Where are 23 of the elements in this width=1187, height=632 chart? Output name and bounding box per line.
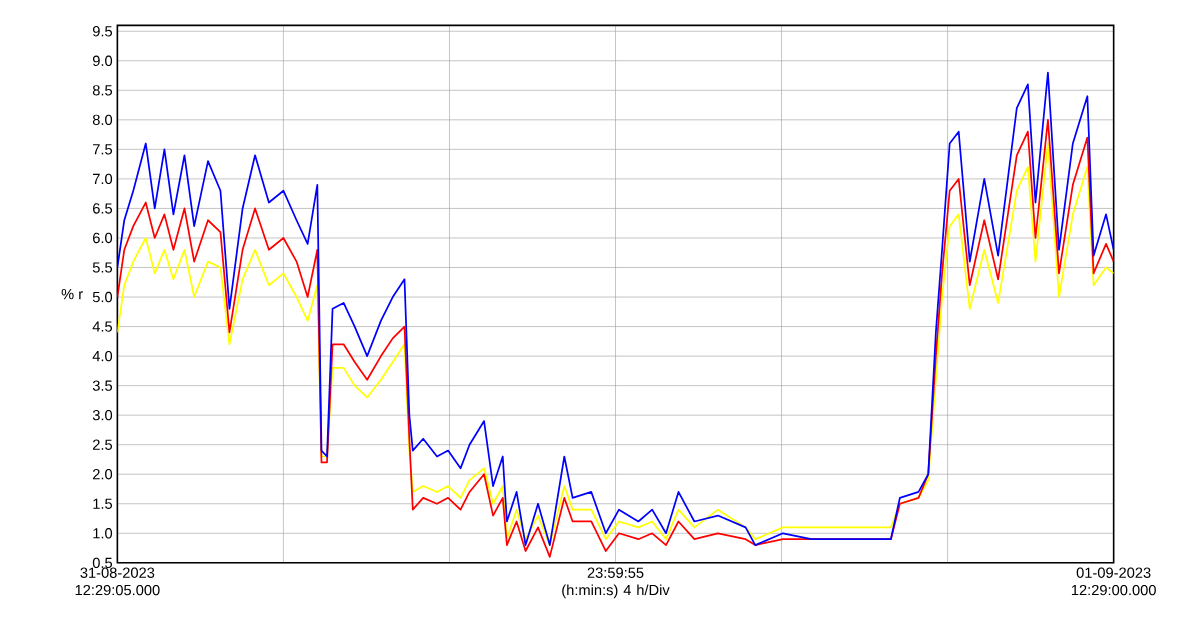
y-tick-label: 4.5: [92, 321, 113, 332]
y-tick-label: 5.5: [92, 262, 113, 273]
y-tick-label: 4.0: [92, 350, 113, 362]
y-tick-label: 6.5: [93, 203, 113, 214]
y-tick-label: 7.0: [93, 173, 113, 185]
y-tick-label: 6.0: [93, 232, 113, 244]
y-tick-label: 8.5: [92, 85, 113, 96]
y-tick-label: 5.0: [92, 291, 113, 303]
y-tick-label: 0.5: [92, 557, 113, 568]
y-tick-label: 1.5: [93, 498, 113, 509]
x-tick-label: 31-08-2023 12:29:05.000: [75, 567, 160, 596]
y-axis-title: % r: [61, 288, 83, 300]
y-tick-label: 3.0: [92, 409, 113, 421]
y-tick-label: 1.0: [93, 528, 113, 539]
x-tick-label: 01-09-2023 12:29:00.000: [1071, 567, 1156, 596]
x-tick-label: 23:59:55 (h:min:s) 4 h/Div: [562, 567, 670, 599]
y-tick-label: 7.5: [93, 144, 113, 155]
y-tick-label: 9.0: [92, 55, 113, 66]
y-tick-label: 2.0: [93, 468, 113, 480]
y-tick-label: 2.5: [93, 439, 113, 450]
y-tick-label: 3.5: [92, 380, 113, 391]
y-tick-label: 9.5: [92, 25, 113, 37]
y-tick-label: 8.0: [92, 114, 113, 125]
